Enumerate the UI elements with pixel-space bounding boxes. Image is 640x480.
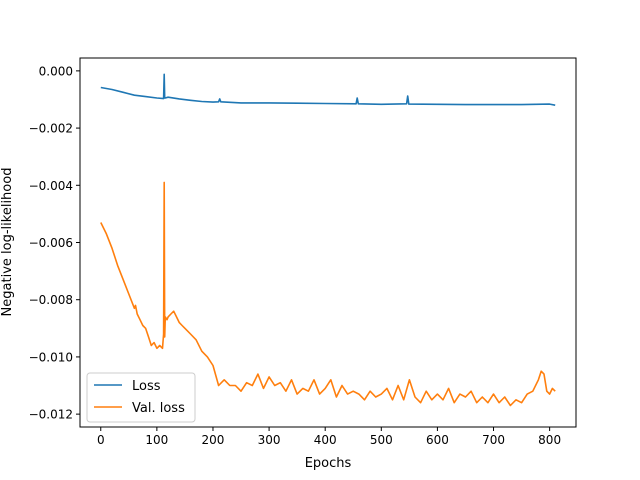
- x-tick-label: 300: [258, 433, 281, 447]
- x-tick-label: 100: [145, 433, 168, 447]
- axes: 0 100 200 300 400 500 600 700 800 0.000 −0.002 −0.0…: [29, 57, 577, 447]
- x-tick-label: 0: [97, 433, 105, 447]
- y-tick-label: −0.010: [29, 350, 73, 364]
- x-tick-label: 500: [370, 433, 393, 447]
- y-axis-label: Negative log-likelihood: [0, 168, 15, 317]
- legend-label-loss: Loss: [132, 379, 161, 394]
- legend: Loss Val. loss: [86, 372, 196, 423]
- series-line-loss: [100, 73, 556, 106]
- y-tick-label: −0.002: [29, 122, 73, 136]
- y-tick-label: −0.004: [29, 179, 73, 193]
- x-tick-label: 200: [202, 433, 225, 447]
- series-line-val-loss: [100, 181, 556, 407]
- y-tick-label: −0.006: [29, 236, 73, 250]
- y-tick-label: 0.000: [39, 64, 73, 78]
- x-axis-label: Epochs: [305, 456, 352, 471]
- plot-area: [100, 73, 556, 407]
- y-tick-label: −0.008: [29, 293, 73, 307]
- x-tick-label: 400: [314, 433, 337, 447]
- y-tick-label: −0.012: [29, 408, 73, 422]
- x-tick-label: 600: [426, 433, 449, 447]
- legend-label-val-loss: Val. loss: [132, 401, 185, 416]
- x-tick-label: 800: [538, 433, 561, 447]
- x-tick-label: 700: [482, 433, 505, 447]
